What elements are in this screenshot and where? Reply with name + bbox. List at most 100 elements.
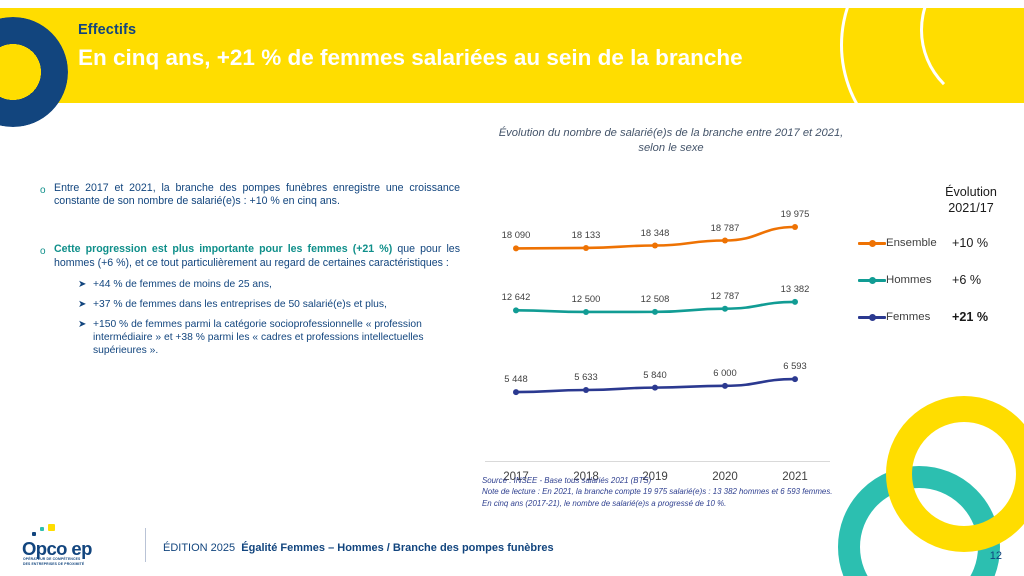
page-number: 12 [989, 550, 1002, 562]
x-axis-tick-label: 2021 [782, 471, 808, 483]
chart-point[interactable] [583, 386, 589, 393]
legend-evolution-value: +21 % [952, 310, 989, 324]
chart-data-label: 12 642 [501, 291, 531, 303]
header-banner [0, 8, 1024, 103]
chart-point[interactable] [722, 305, 728, 312]
sub-bullet-item: ➤ +150 % de femmes parmi la catégorie so… [40, 318, 460, 357]
page-title: En cinq ans, +21 % de femmes salariées a… [78, 45, 743, 70]
chart-point[interactable] [583, 308, 589, 315]
bullet-text-2: Cette progression est plus importante po… [54, 243, 460, 269]
logo-tagline-line2: DES ENTREPRISES DE PROXIMITÉ [23, 561, 85, 566]
navy-ring-clip [0, 0, 70, 144]
x-axis-tick-label: 2018 [573, 471, 599, 483]
chart-data-label: 5 840 [643, 368, 667, 380]
sub-bullet-item: ➤ +44 % de femmes de moins de 25 ans, [40, 278, 460, 292]
evolution-header-line1: Évolution [945, 185, 997, 199]
bullet-item-2: o Cette progression est plus importante … [40, 243, 460, 269]
chart-point[interactable] [583, 244, 589, 251]
navy-ring-decoration-icon [0, 17, 68, 127]
sub-bullet-item: ➤ +37 % de femmes dans les entreprises d… [40, 298, 460, 312]
bullet-text-2-strong: Cette progression est plus importante po… [54, 243, 398, 256]
chart-data-label: 18 133 [571, 228, 601, 240]
bullet-text-1: Entre 2017 et 2021, la branche des pompe… [54, 182, 460, 208]
chart-series-svg [513, 224, 798, 396]
chart-title-line2: selon le sexe [638, 142, 704, 154]
logo-wordmark: Opco ep [22, 538, 92, 559]
logo-tagline: OPÉRATEUR DE COMPÉTENCES DES ENTREPRISES… [23, 557, 84, 566]
chart-point[interactable] [513, 245, 519, 252]
footer-edition: ÉDITION 2025 [163, 542, 236, 554]
decorative-arc-outer-icon [840, 8, 1024, 103]
source-line-3: En cinq ans (2017-21), le nombre de sala… [482, 498, 727, 508]
legend-label: Ensemble [886, 237, 937, 249]
chart-data-label: 12 508 [640, 292, 670, 304]
bullet-marker-circle-icon: o [40, 246, 46, 258]
chart-point[interactable] [513, 307, 519, 314]
legend-row-femmes[interactable]: Femmes +21 % [858, 307, 1018, 327]
x-axis-tick-label: 2019 [642, 471, 668, 483]
source-line-1: Source : INSEE - Base tous salariés 2021… [482, 476, 652, 485]
source-line-2: Note de lecture : En 2021, la branche co… [482, 487, 833, 497]
legend-row-ensemble[interactable]: Ensemble +10 % [858, 233, 1018, 253]
legend-label: Hommes [886, 274, 932, 286]
logo-tagline-line1: OPÉRATEUR DE COMPÉTENCES [23, 557, 81, 561]
logo-square-yellow-icon [48, 524, 55, 531]
opco-ep-logo[interactable]: Opco ep OPÉRATEUR DE COMPÉTENCES DES ENT… [22, 524, 117, 566]
sub-bullet-text: +150 % de femmes parmi la catégorie soci… [93, 318, 424, 356]
logo-square-teal-icon [40, 527, 44, 531]
body-text-column: o Entre 2017 et 2021, la branche des pom… [40, 182, 460, 363]
header-eyebrow: Effectifs [78, 22, 137, 38]
chart-plot-area: 18 090 18 133 18 348 18 787 19 975 12 642 12 5… [468, 174, 868, 483]
chart-data-label: 13 382 [780, 282, 810, 294]
chart-data-label: 18 787 [710, 221, 740, 233]
chart-point[interactable] [792, 376, 798, 383]
chart-x-axis-line [485, 461, 830, 462]
line-chart: Évolution du nombre de salarié(e)s de la… [468, 126, 868, 483]
chart-point[interactable] [652, 384, 658, 391]
chart-data-label: 5 448 [504, 373, 528, 385]
chart-data-label: 12 500 [571, 292, 601, 304]
chart-point[interactable] [652, 308, 658, 315]
arrow-bullet-icon: ➤ [78, 318, 87, 330]
footer: Opco ep OPÉRATEUR DE COMPÉTENCES DES ENT… [0, 520, 1024, 576]
chart-data-label: 12 787 [710, 289, 740, 301]
chart-data-label: 6 000 [713, 366, 737, 378]
legend-evolution-value: +10 % [952, 236, 989, 250]
bullet-text-2-rest: que pour les hommes (+6 %), et ce tout p… [54, 243, 460, 269]
chart-point[interactable] [792, 298, 798, 305]
arrow-bullet-icon: ➤ [78, 298, 87, 310]
chart-data-label: 18 090 [501, 229, 531, 241]
sub-bullet-text: +44 % de femmes de moins de 25 ans, [93, 278, 272, 290]
chart-point[interactable] [722, 237, 728, 244]
chart-point[interactable] [513, 389, 519, 396]
sub-bullet-text: +37 % de femmes dans les entreprises de … [93, 298, 387, 310]
chart-data-label: 6 593 [783, 360, 807, 372]
chart-point[interactable] [652, 242, 658, 249]
source-note: Source : INSEE - Base tous salariés 2021… [482, 475, 1002, 509]
legend-marker-icon [858, 275, 886, 285]
legend-marker-icon [858, 238, 886, 248]
footer-title: Égalité Femmes – Hommes / Branche des po… [241, 542, 554, 554]
legend-marker-icon [858, 312, 886, 322]
x-axis-tick-label: 2020 [712, 471, 738, 483]
legend-row-hommes[interactable]: Hommes +6 % [858, 270, 1018, 290]
evolution-column-header: Évolution 2021/17 [926, 185, 1016, 216]
footer-divider [145, 528, 146, 562]
chart-point[interactable] [792, 224, 798, 231]
chart-title: Évolution du nombre de salarié(e)s de la… [496, 126, 846, 156]
legend-evolution-value: +6 % [952, 273, 982, 287]
logo-square-small-icon [32, 532, 36, 536]
chart-title-line1: Évolution du nombre de salarié(e)s de la… [498, 127, 844, 139]
legend-label: Femmes [886, 311, 931, 323]
chart-data-label: 18 348 [640, 226, 670, 238]
arrow-bullet-icon: ➤ [78, 278, 87, 290]
bullet-item-1: o Entre 2017 et 2021, la branche des pom… [40, 182, 460, 208]
chart-data-label: 5 633 [574, 370, 598, 382]
chart-data-label: 19 975 [780, 208, 810, 219]
evolution-header-line2: 2021/17 [948, 200, 994, 215]
footer-text: ÉDITION 2025 Égalité Femmes – Hommes / B… [163, 542, 554, 554]
bullet-marker-circle-icon: o [40, 185, 46, 196]
x-axis-tick-label: 2017 [503, 471, 529, 483]
chart-point[interactable] [722, 382, 728, 389]
